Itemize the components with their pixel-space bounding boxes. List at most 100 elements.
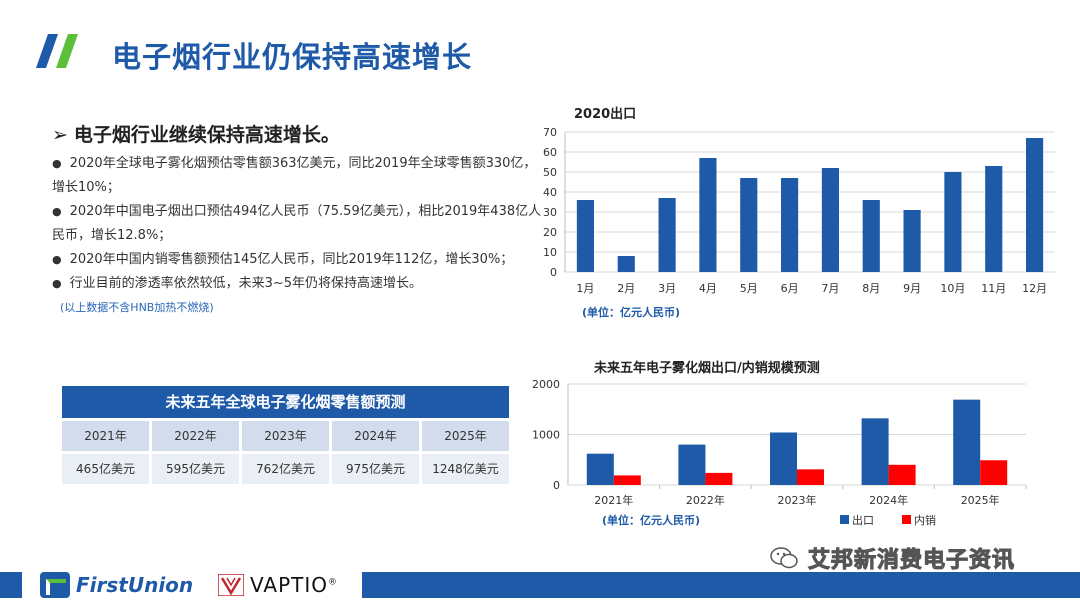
table-year-cell: 2025年: [422, 421, 509, 451]
table-row-values: 465亿美元 595亿美元 762亿美元 975亿美元 1248亿美元: [62, 454, 509, 484]
footer-band-right: [362, 572, 1080, 598]
bullet-dot-icon: ●: [52, 157, 62, 170]
unit-label: (单位：亿元人民币): [602, 513, 700, 527]
y-tick-label: 2000: [532, 378, 560, 391]
bar: [576, 200, 594, 272]
bar: [699, 158, 717, 272]
headline: ➢ 电子烟行业继续保持高速增长。: [52, 120, 340, 147]
title-slash-icon: [36, 34, 78, 68]
bar: [740, 178, 758, 272]
bar-domestic: [797, 469, 824, 485]
bullet-item: ● 2020年中国内销零售额预估145亿人民币，同比2019年112亿，增长30%…: [52, 248, 542, 272]
watermark-text: 艾邦新消费电子资讯: [807, 548, 1016, 574]
table-value-cell: 1248亿美元: [422, 454, 509, 484]
x-tick-label: 11月: [981, 282, 1006, 295]
bullet-item: ● 2020年全球电子雾化烟预估零售额363亿美元，同比2019年全球零售额330…: [52, 152, 542, 200]
table-value-cell: 975亿美元: [332, 454, 419, 484]
bullet-text: 2020年中国内销零售额预估145亿人民币，同比2019年112亿，增长30%；: [69, 252, 514, 267]
export-monthly-chart: 2020出口 0 10 20 30 40 50 60 70 1月 2月 3月 4月 5月 6月 7月 8月 9月 1…: [543, 106, 1055, 319]
bar: [781, 178, 799, 272]
x-tick-label: 1月: [576, 282, 594, 295]
bar-domestic: [705, 472, 733, 485]
bullet-dot-icon: ●: [52, 277, 62, 290]
y-tick-label: 70: [543, 126, 557, 139]
y-tick-label: 0: [553, 479, 560, 492]
x-tick-label: 2025年: [961, 493, 1000, 507]
y-tick-label: 50: [543, 166, 557, 179]
y-tick-label: 20: [543, 226, 557, 239]
y-tick-label: 0: [550, 266, 557, 279]
table-value-cell: 465亿美元: [62, 454, 149, 484]
bullet-item: ● 行业目前的渗透率依然较低，未来3~5年仍将保持高速增长。: [52, 272, 542, 296]
x-tick-label: 10月: [940, 282, 965, 295]
table-year-cell: 2023年: [242, 421, 329, 451]
wechat-icon: [770, 547, 798, 569]
bullet-item: ● 2020年中国电子烟出口预估494亿人民币（75.59亿美元），相比2019年…: [52, 200, 542, 248]
legend-swatch: [840, 515, 849, 524]
bar: [821, 168, 839, 272]
page-title: 电子烟行业仍保持高速增长: [112, 40, 473, 74]
bar-domestic: [613, 475, 641, 485]
bullet-list: ● 2020年全球电子雾化烟预估零售额363亿美元，同比2019年全球零售额330…: [52, 152, 542, 296]
x-tick-label: 4月: [699, 282, 717, 295]
registered-mark: ®: [328, 577, 339, 588]
bar-domestic: [980, 460, 1008, 485]
x-tick-label: 6月: [781, 282, 799, 295]
bar: [985, 166, 1003, 272]
bar: [862, 200, 880, 272]
bar-domestic: [888, 464, 916, 485]
x-tick-label: 12月: [1022, 282, 1047, 295]
y-tick-label: 10: [543, 246, 557, 259]
firstunion-logo-text: FirstUnion: [76, 573, 194, 597]
table-value-cell: 595亿美元: [152, 454, 239, 484]
table-title: 未来五年全球电子雾化烟零售额预测: [62, 386, 509, 418]
legend-label: 出口: [852, 513, 874, 527]
y-tick-label: 40: [543, 186, 557, 199]
x-tick-label: 9月: [903, 282, 921, 295]
bullet-text: 行业目前的渗透率依然较低，未来3~5年仍将保持高速增长。: [69, 276, 423, 291]
table-year-cell: 2024年: [332, 421, 419, 451]
legend-label: 内销: [914, 513, 936, 527]
vaptio-name: VAPTIO: [250, 573, 329, 597]
x-tick-label: 5月: [740, 282, 758, 295]
y-tick-label: 60: [543, 146, 557, 159]
bar-export: [861, 418, 889, 485]
table-row-years: 2021年 2022年 2023年 2024年 2025年: [62, 421, 509, 451]
headline-text: 电子烟行业继续保持高速增长。: [73, 124, 340, 146]
bar-export: [586, 453, 614, 485]
bar: [658, 198, 676, 272]
arrow-bullet-icon: ➢: [52, 124, 68, 146]
watermark: 艾邦新消费电子资讯: [770, 542, 1015, 574]
vaptio-logo-text: VAPTIO®: [250, 573, 338, 597]
x-tick-label: 2022年: [686, 493, 725, 507]
table-year-cell: 2022年: [152, 421, 239, 451]
firstunion-mark-icon: [40, 572, 70, 598]
table-year-cell: 2021年: [62, 421, 149, 451]
legend-swatch: [902, 515, 911, 524]
bar: [1026, 138, 1044, 272]
x-tick-label: 2023年: [778, 493, 817, 507]
x-tick-label: 2024年: [869, 493, 908, 507]
vaptio-mark-icon: [218, 574, 244, 596]
y-tick-label: 1000: [532, 429, 560, 442]
y-tick-label: 30: [543, 206, 557, 219]
unit-label: (单位：亿元人民币): [582, 305, 680, 319]
vaptio-logo: VAPTIO®: [218, 570, 338, 600]
bar-export: [953, 399, 981, 485]
bullet-dot-icon: ●: [52, 253, 62, 266]
footer-band-left: [0, 572, 22, 598]
chart-title: 未来五年电子雾化烟出口/内销规模预测: [593, 360, 820, 376]
data-note: (以上数据不含HNB加热不燃烧): [60, 301, 214, 314]
x-tick-label: 3月: [658, 282, 676, 295]
bullet-text: 2020年中国电子烟出口预估494亿人民币（75.59亿美元），相比2019年4…: [52, 204, 542, 243]
x-tick-label: 2021年: [594, 493, 633, 507]
bar: [617, 256, 635, 272]
bar-export: [770, 432, 797, 485]
forecast-export-domestic-chart: 未来五年电子雾化烟出口/内销规模预测 0 1000 2000 2021年 2022年 202…: [532, 360, 1027, 527]
firstunion-logo: FirstUnion: [40, 570, 193, 600]
x-tick-label: 2月: [617, 282, 635, 295]
bullet-dot-icon: ●: [52, 205, 62, 218]
bar-export: [678, 444, 706, 485]
x-tick-label: 8月: [862, 282, 880, 295]
table-value-cell: 762亿美元: [242, 454, 329, 484]
